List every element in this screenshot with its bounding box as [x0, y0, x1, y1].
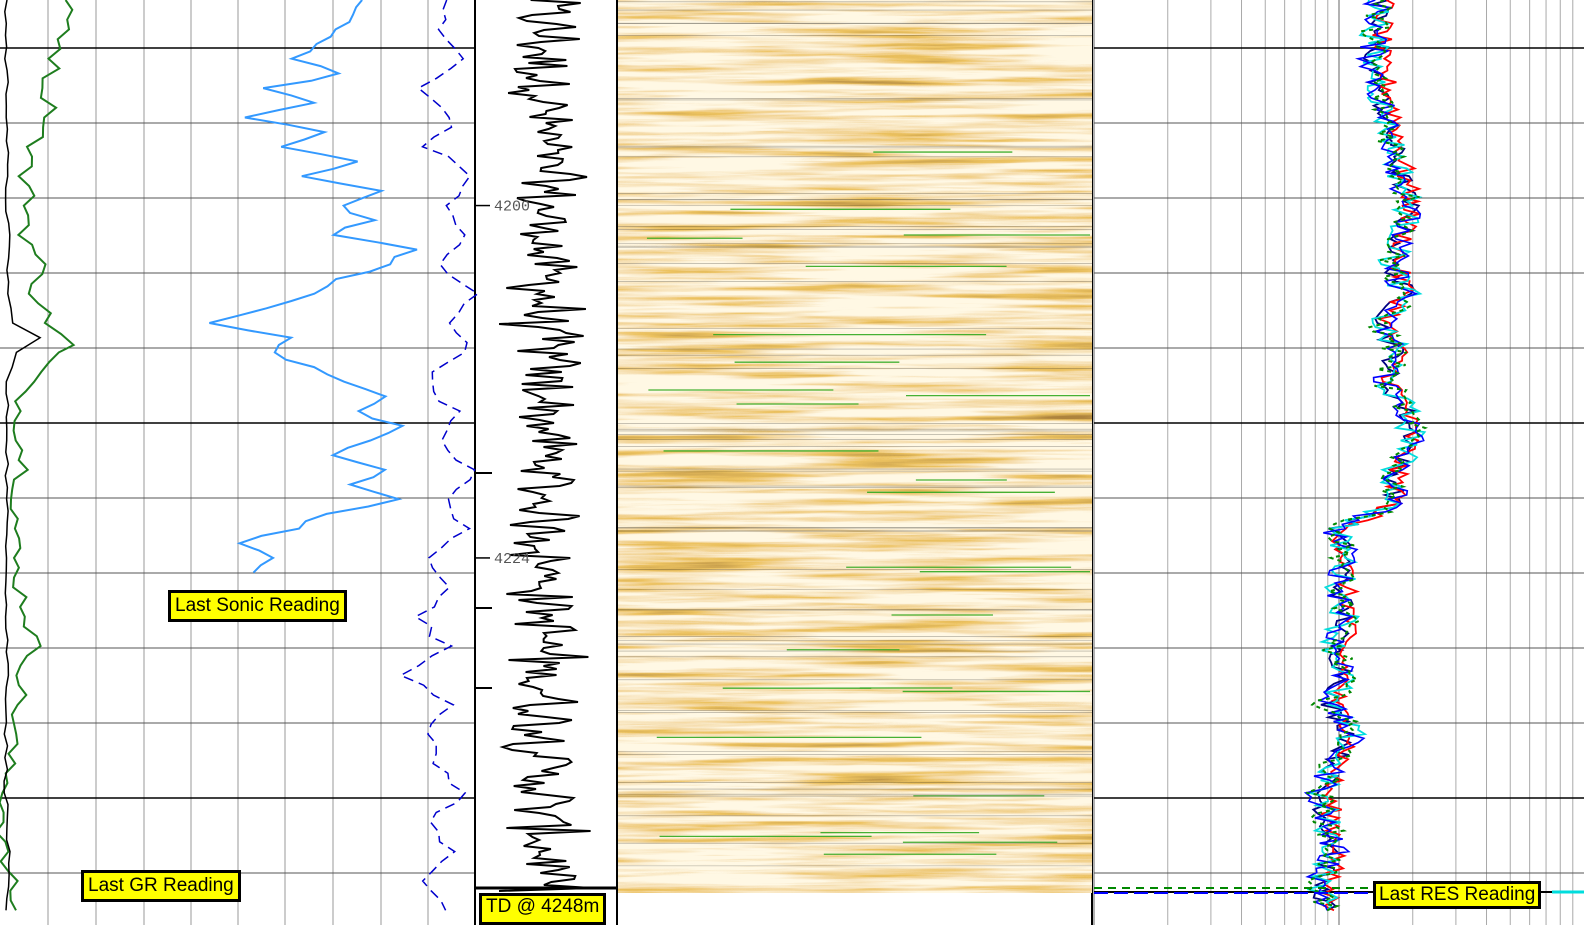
borehole-image	[618, 0, 1092, 893]
td-callout: TD @ 4248m	[479, 893, 607, 925]
curve-gr	[0, 0, 76, 911]
curve-sonic_secondary	[398, 0, 480, 911]
image-feature-lines	[618, 1, 1092, 867]
last-res-reading-callout: Last RES Reading	[1373, 881, 1542, 909]
depth-label-4200: 4200	[494, 199, 530, 216]
curve-caliper	[3, 0, 42, 911]
depth-labels: 4200 4224	[475, 199, 530, 689]
last-gr-reading-callout: Last GR Reading	[81, 870, 241, 902]
curve-res_medium	[1303, 0, 1425, 911]
depth-trace-path	[498, 0, 592, 892]
curve-res_shallow	[1307, 0, 1427, 911]
last-sonic-reading-callout: Last Sonic Reading	[168, 590, 347, 622]
depth-track-trace	[475, 0, 618, 892]
depth-label-4224: 4224	[494, 551, 530, 568]
curve-res_micro	[1306, 0, 1429, 912]
curve-sonic	[209, 0, 418, 574]
